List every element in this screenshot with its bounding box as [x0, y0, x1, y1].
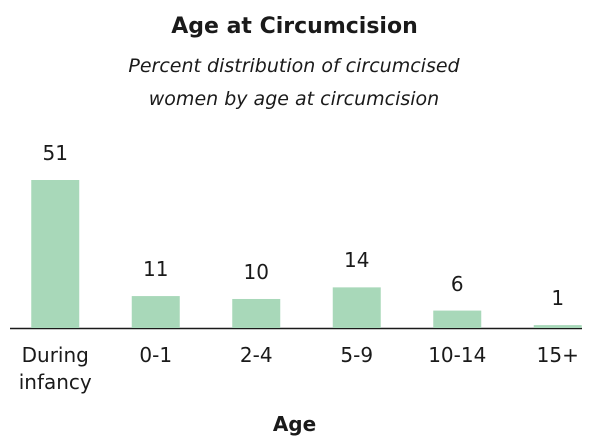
- bar: [533, 325, 582, 328]
- x-axis-title: Age: [272, 412, 317, 436]
- data-label: 51: [42, 141, 68, 165]
- x-tick-label: 15+: [536, 343, 579, 367]
- bar: [232, 298, 281, 328]
- bar: [433, 310, 482, 328]
- bar: [131, 296, 180, 328]
- x-tick-label: 5-9: [340, 343, 374, 367]
- chart-subtitle: Percent distribution of circumcised wome…: [128, 55, 460, 110]
- bar: [332, 287, 381, 328]
- data-label: 10: [243, 259, 269, 284]
- x-tick-label: 0-1: [139, 343, 173, 367]
- data-label: 1: [551, 286, 565, 311]
- chart-title: Age at Circumcision: [171, 14, 418, 39]
- x-tick-label: During infancy: [18, 343, 92, 394]
- bar: [31, 180, 80, 328]
- data-label: 11: [143, 257, 169, 282]
- x-tick-label: 2-4: [239, 343, 273, 367]
- data-label: 6: [450, 271, 464, 296]
- data-label: 14: [344, 248, 370, 273]
- x-tick-label: 10-14: [428, 343, 487, 367]
